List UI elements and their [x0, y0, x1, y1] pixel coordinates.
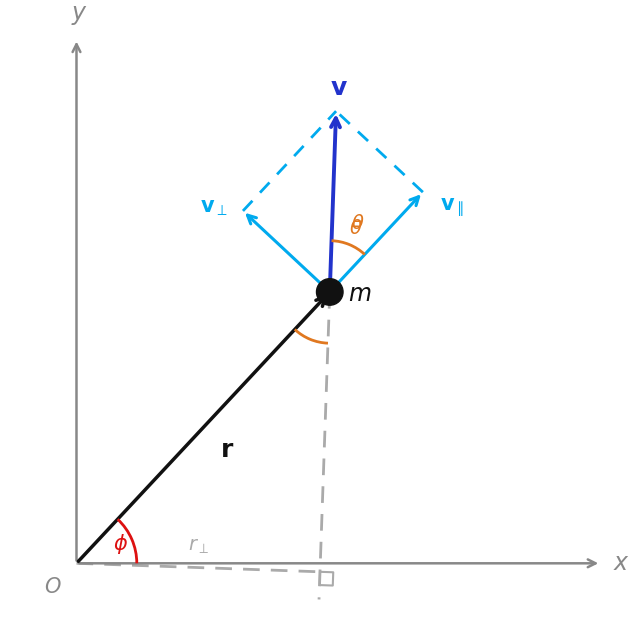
- Text: $O$: $O$: [44, 577, 61, 597]
- Text: $\mathbf{v}_\parallel$: $\mathbf{v}_\parallel$: [440, 197, 464, 219]
- Text: $\theta$: $\theta$: [349, 219, 363, 238]
- Text: $r_\perp$: $r_\perp$: [188, 537, 210, 556]
- Text: $x$: $x$: [613, 551, 630, 575]
- Text: $\phi$: $\phi$: [113, 532, 128, 556]
- Text: $y$: $y$: [71, 2, 88, 27]
- Text: $\mathbf{v}_\perp$: $\mathbf{v}_\perp$: [200, 198, 228, 218]
- Circle shape: [317, 279, 343, 305]
- Text: $\mathbf{r}$: $\mathbf{r}$: [220, 438, 234, 462]
- Text: $\mathbf{v}$: $\mathbf{v}$: [330, 76, 348, 100]
- Text: $\theta$: $\theta$: [351, 214, 365, 232]
- Text: $m$: $m$: [348, 282, 371, 306]
